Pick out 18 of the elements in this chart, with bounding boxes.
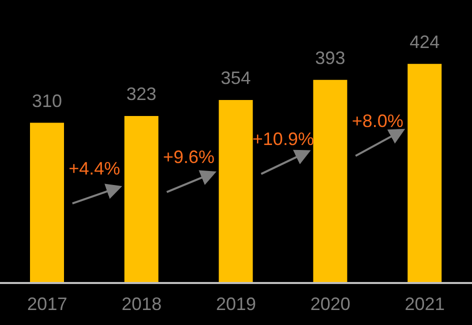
x-tick-label: 2017 <box>27 294 68 314</box>
bar <box>124 116 158 283</box>
x-tick-label: 2018 <box>122 294 162 314</box>
annotation: +4.4% <box>68 158 120 178</box>
x-tick-label: 2020 <box>310 294 350 314</box>
bar <box>30 122 64 283</box>
x-tick-label: 2019 <box>216 294 256 314</box>
data-label: 310 <box>32 90 62 111</box>
annotation: +8.0% <box>352 110 404 131</box>
data-label: 393 <box>315 48 346 68</box>
bar <box>408 64 442 283</box>
data-label: 354 <box>220 68 251 88</box>
x-tick-label: 2021 <box>404 294 445 314</box>
data-label: 323 <box>126 84 156 104</box>
data-label: 424 <box>410 32 440 52</box>
bar <box>218 100 253 283</box>
bar <box>313 80 348 283</box>
annotation: +9.6% <box>163 147 215 168</box>
